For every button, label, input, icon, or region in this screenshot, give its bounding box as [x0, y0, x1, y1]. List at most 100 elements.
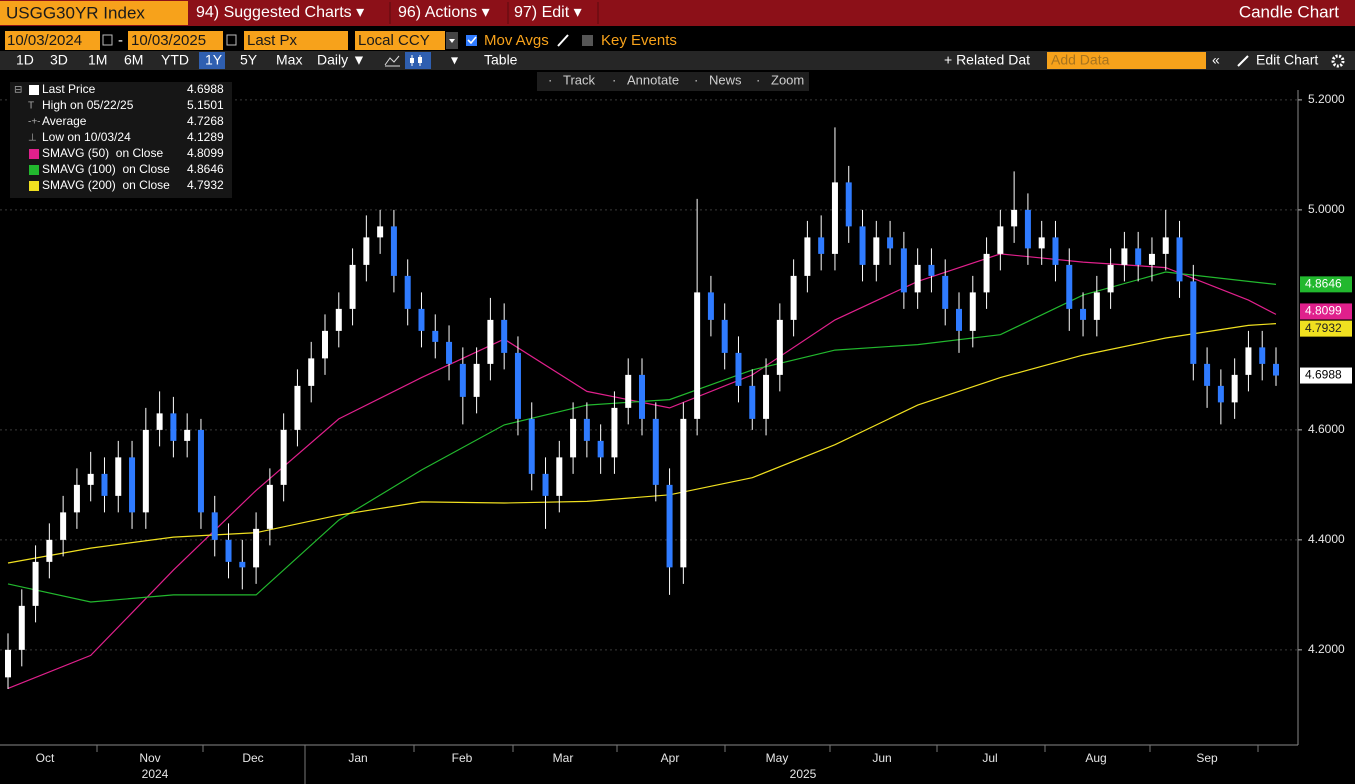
- menu[interactable]: 97) Edit ▾: [514, 4, 582, 21]
- range-button[interactable]: Max: [276, 52, 302, 68]
- candle-body: [900, 248, 907, 293]
- candle-body: [1024, 209, 1031, 249]
- candle-body: [322, 330, 328, 359]
- line-icon[interactable]: [384, 55, 400, 67]
- ticker[interactable]: USGG30YR Index: [6, 3, 145, 22]
- value-box-label: 4.7932: [1305, 321, 1342, 335]
- x-tick-label: Mar: [553, 751, 574, 765]
- title-bar: [0, 0, 1355, 26]
- candle-body: [501, 319, 508, 353]
- tool-button[interactable]: Zoom: [771, 72, 804, 87]
- related-data[interactable]: + Related Dat: [944, 52, 1030, 68]
- check: [467, 36, 477, 45]
- tool-icon[interactable]: ·: [548, 72, 552, 87]
- x-tick-label: Sep: [1196, 751, 1218, 765]
- mov-avgs[interactable]: Mov Avgs: [484, 32, 549, 49]
- candle-body: [1080, 308, 1087, 320]
- candle-body: [349, 264, 356, 309]
- settings-icon[interactable]: [1331, 54, 1345, 68]
- range-button[interactable]: 1Y: [205, 52, 223, 68]
- candle-body: [997, 226, 1004, 254]
- tool-strip: [537, 72, 809, 91]
- legend-collapse[interactable]: ⊟: [14, 85, 22, 96]
- candle-body: [735, 352, 742, 386]
- candle-body: [625, 374, 632, 408]
- table-button[interactable]: Table: [484, 52, 518, 68]
- checkbox[interactable]: [582, 35, 593, 46]
- candle-body: [1231, 374, 1238, 403]
- date-field[interactable]: [128, 31, 223, 50]
- y-tick-label: 4.2000: [1308, 642, 1345, 656]
- collapse[interactable]: «: [1212, 52, 1220, 68]
- candle-body: [129, 457, 136, 513]
- candle-body: [101, 473, 108, 496]
- candle-body: [253, 528, 260, 568]
- legend-label: High on 05/22/25: [42, 98, 134, 112]
- pen-icon[interactable]: [1237, 55, 1249, 67]
- candle-body: [459, 363, 466, 397]
- tool-icon[interactable]: ·: [612, 72, 616, 87]
- candle-body: [652, 418, 659, 485]
- x-tick-label: Feb: [452, 751, 473, 765]
- key-events[interactable]: Key Events: [601, 32, 677, 49]
- end-date[interactable]: 10/03/2025: [131, 32, 206, 49]
- candle-body: [1066, 264, 1073, 309]
- candle-body: [749, 385, 756, 419]
- legend-value: 5.1501: [187, 98, 224, 112]
- tool-icon[interactable]: ·: [756, 72, 760, 87]
- edit-chart[interactable]: Edit Chart: [1256, 52, 1318, 68]
- more[interactable]: ▾: [451, 52, 458, 68]
- legend-swatch: [29, 165, 39, 175]
- candle-body: [377, 226, 384, 238]
- add-data-box[interactable]: [1047, 52, 1206, 69]
- tool-button[interactable]: Track: [563, 72, 596, 87]
- menu[interactable]: 96) Actions ▾: [398, 4, 490, 21]
- candle-body: [184, 429, 191, 441]
- candle-body: [680, 418, 687, 568]
- legend-symbol: -+-: [28, 117, 41, 128]
- legend-label: Last Price: [42, 82, 96, 96]
- field[interactable]: Last Px: [247, 32, 298, 49]
- menu[interactable]: 94) Suggested Charts ▾: [196, 4, 364, 21]
- tools: · Track · Annotate · News · Zoom: [548, 72, 804, 87]
- candle-body: [514, 352, 521, 419]
- frequency[interactable]: Daily ▼: [317, 52, 366, 68]
- chart: 4.2000 4.4000 4.6000 5.0000 5.2000 Oct Nov Dec J…: [0, 82, 1352, 784]
- range-button[interactable]: 5Y: [240, 52, 258, 68]
- candle-body: [804, 237, 811, 276]
- year-label: 2025: [790, 767, 817, 781]
- date-field[interactable]: [5, 31, 100, 50]
- range-button[interactable]: 3D: [50, 52, 68, 68]
- candle-body: [956, 308, 962, 331]
- candle-body: [831, 182, 838, 254]
- legend-value: 4.7932: [187, 178, 224, 192]
- range-button[interactable]: YTD: [161, 52, 189, 68]
- candle-body: [1217, 385, 1224, 403]
- legend-value: 4.7268: [187, 114, 224, 128]
- calendar-icon[interactable]: [226, 34, 237, 46]
- tool-icon[interactable]: ·: [694, 72, 698, 87]
- value-box: [1300, 320, 1352, 337]
- field-box[interactable]: [244, 31, 348, 50]
- dash: -: [118, 32, 123, 49]
- candle-body: [707, 292, 714, 320]
- tool-button[interactable]: News: [709, 72, 742, 87]
- candle-body: [418, 308, 425, 331]
- candle-body: [404, 275, 411, 309]
- tool-button[interactable]: Annotate: [627, 72, 679, 87]
- currency[interactable]: Local CCY: [358, 32, 430, 49]
- start-date[interactable]: 10/03/2024: [7, 32, 82, 49]
- checkbox-checked[interactable]: [466, 35, 477, 46]
- range-button[interactable]: 1D: [16, 52, 34, 68]
- range-button[interactable]: 1M: [88, 52, 107, 68]
- currency-box[interactable]: [355, 31, 445, 50]
- calendar-icon[interactable]: [102, 34, 113, 46]
- candle-body: [1162, 237, 1169, 254]
- ticker-box[interactable]: [0, 1, 188, 25]
- range-button[interactable]: 6M: [124, 52, 143, 68]
- dropdown-arrow: [449, 39, 455, 43]
- candle-body: [942, 275, 949, 309]
- pen-icon[interactable]: [557, 34, 569, 47]
- add-data[interactable]: Add Data: [1051, 52, 1110, 68]
- candle-body: [5, 649, 11, 678]
